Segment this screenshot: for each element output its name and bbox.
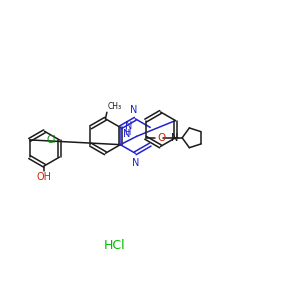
Text: O: O <box>157 133 165 143</box>
Text: N: N <box>130 105 138 115</box>
Text: N: N <box>171 133 178 143</box>
Text: CH₃: CH₃ <box>107 102 121 111</box>
Text: N: N <box>125 121 132 131</box>
Text: N: N <box>132 158 139 168</box>
Text: N: N <box>123 129 131 139</box>
Text: Cl: Cl <box>46 135 56 145</box>
Text: H: H <box>124 128 130 137</box>
Text: HCl: HCl <box>103 238 125 252</box>
Text: OH: OH <box>37 172 52 182</box>
